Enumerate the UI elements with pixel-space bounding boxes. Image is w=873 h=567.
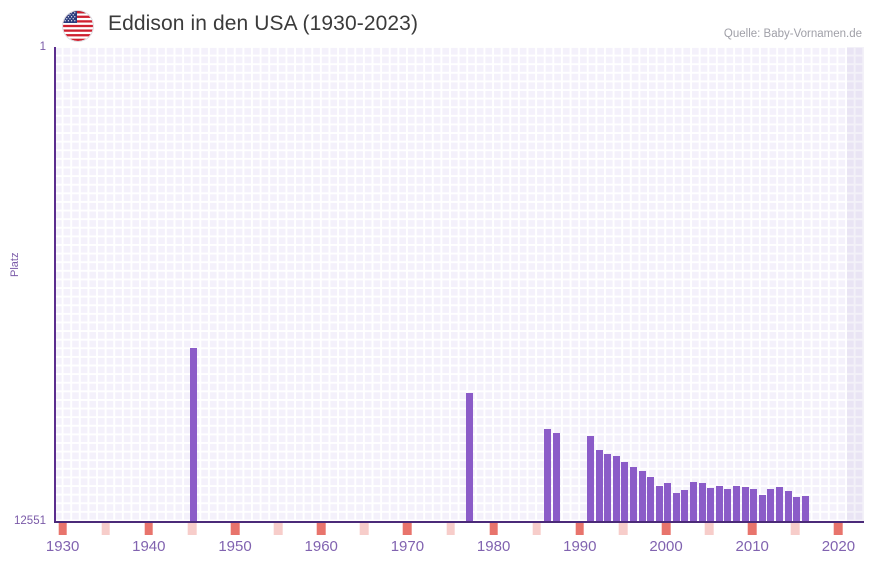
bar-2001[interactable] <box>639 471 646 523</box>
plot-area <box>54 47 864 523</box>
chart-title: Eddison in den USA (1930-2023) <box>108 12 419 35</box>
x-axis-label-2000: 2000 <box>649 538 683 555</box>
x-axis-tick-2010 <box>747 523 757 535</box>
bar-2020[interactable] <box>802 496 809 523</box>
bar-2012[interactable] <box>733 486 740 523</box>
bar-2007[interactable] <box>690 482 697 523</box>
bar-2011[interactable] <box>724 489 731 523</box>
x-axis-tick-2015 <box>791 523 800 535</box>
chart-header: Eddison in den USA (1930-2023) Quelle: B… <box>0 0 873 44</box>
x-axis-label-2010: 2010 <box>735 538 769 555</box>
bar-2006[interactable] <box>681 490 688 523</box>
y-axis-line <box>54 47 56 523</box>
bar-1981[interactable] <box>466 393 473 523</box>
bar-2013[interactable] <box>742 487 749 523</box>
bar-2010[interactable] <box>716 486 723 523</box>
bar-2015[interactable] <box>759 495 766 523</box>
x-axis-tick-1960 <box>316 523 326 535</box>
x-axis-tick-1965 <box>360 523 369 535</box>
x-axis-tick-1945 <box>187 523 197 535</box>
x-axis-label-1950: 1950 <box>218 538 252 555</box>
y-axis-bottom-tick-label: 12551 <box>14 515 46 527</box>
source-label: Quelle: Baby-Vornamen.de <box>723 28 862 40</box>
bar-1990[interactable] <box>553 433 560 523</box>
bar-2002[interactable] <box>647 477 654 523</box>
bar-2017[interactable] <box>776 487 783 523</box>
x-axis-tick-1995 <box>618 523 628 535</box>
bar-1946[interactable] <box>190 348 197 523</box>
x-axis-label-1980: 1980 <box>476 538 511 555</box>
x-axis-tick-2020 <box>834 523 843 535</box>
x-axis-label-2020: 2020 <box>821 538 856 555</box>
bar-2009[interactable] <box>707 488 714 523</box>
bar-2008[interactable] <box>699 483 706 523</box>
plot-gridlines <box>54 47 864 523</box>
x-axis-tick-1990 <box>575 523 585 535</box>
bar-2005[interactable] <box>673 493 680 523</box>
x-axis-tick-1975 <box>446 523 455 535</box>
x-axis-tick-1950 <box>230 523 240 535</box>
bar-2016[interactable] <box>767 489 774 523</box>
y-axis-top-tick-label: 1 <box>39 41 46 53</box>
x-axis-tick-2005 <box>704 523 714 535</box>
x-axis-line <box>54 521 864 523</box>
x-axis-label-1940: 1940 <box>132 538 166 555</box>
x-axis-tick-1970 <box>403 523 412 535</box>
x-axis-tick-2000 <box>661 523 671 535</box>
bar-2000[interactable] <box>630 467 637 523</box>
bar-2018[interactable] <box>785 491 792 523</box>
bar-1996[interactable] <box>596 450 603 523</box>
x-axis-label-1990: 1990 <box>563 538 597 555</box>
bar-1995[interactable] <box>587 436 594 523</box>
x-axis-label-1960: 1960 <box>304 538 338 555</box>
x-axis-label-1970: 1970 <box>390 538 425 555</box>
y-axis-title: Platz <box>9 252 21 277</box>
projection-shading <box>847 47 864 523</box>
x-axis-tick-1955 <box>273 523 283 535</box>
x-axis-tick-1985 <box>532 523 542 535</box>
x-axis-tick-1935 <box>101 523 111 535</box>
bar-2019[interactable] <box>793 497 800 523</box>
x-axis-label-1930: 1930 <box>45 538 80 555</box>
bar-1997[interactable] <box>604 454 611 523</box>
bar-2004[interactable] <box>664 483 671 523</box>
bar-2014[interactable] <box>750 489 757 523</box>
bar-1999[interactable] <box>621 462 628 523</box>
bar-2003[interactable] <box>656 486 663 523</box>
bar-1989[interactable] <box>544 429 551 523</box>
bar-1998[interactable] <box>613 456 620 523</box>
x-axis-tick-1940 <box>144 523 154 535</box>
x-axis-tick-1980 <box>489 523 498 535</box>
us-flag-icon <box>63 11 93 41</box>
x-axis-tick-1930 <box>58 523 67 535</box>
